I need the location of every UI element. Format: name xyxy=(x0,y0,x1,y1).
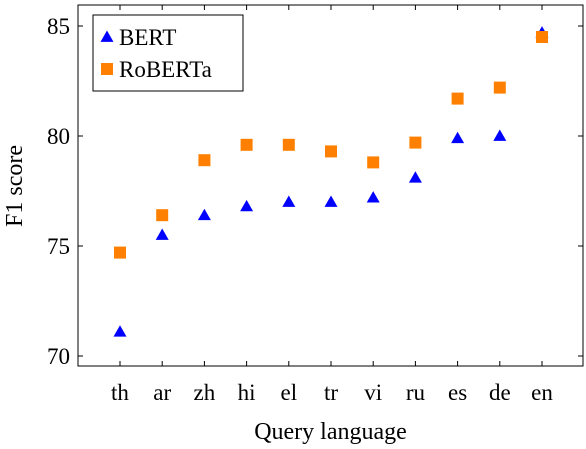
y-tick-label: 85 xyxy=(47,14,70,39)
legend-label-roberta: RoBERTa xyxy=(119,57,212,82)
y-ticks: 70 75 80 85 xyxy=(47,14,583,369)
x-tick-label: zh xyxy=(194,380,216,405)
y-axis-label: F1 score xyxy=(2,145,28,227)
roberta-point-hi xyxy=(240,138,253,151)
x-tick-label: ru xyxy=(406,380,426,405)
bert-point-hi xyxy=(240,199,254,212)
roberta-point-de xyxy=(493,81,506,94)
bert-point-ru xyxy=(408,171,422,183)
legend-marker-roberta xyxy=(101,63,113,75)
roberta-point-en xyxy=(536,31,548,43)
roberta-point-vi xyxy=(367,156,380,169)
data-marks xyxy=(113,26,549,337)
roberta-point-ru xyxy=(409,136,422,149)
bert-point-ar xyxy=(155,228,169,240)
x-tick-label: es xyxy=(448,380,467,405)
x-tick-label: ar xyxy=(153,380,171,405)
bert-point-el xyxy=(282,195,296,207)
roberta-point-th xyxy=(114,246,126,259)
y-tick-label: 75 xyxy=(47,234,70,259)
x-tick-label: el xyxy=(280,380,297,405)
y-tick-label: 80 xyxy=(47,124,70,149)
roberta-point-el xyxy=(282,138,295,151)
legend: BERT RoBERTa xyxy=(92,14,244,92)
roberta-point-es xyxy=(451,92,464,105)
legend-box xyxy=(92,14,244,92)
bert-point-th xyxy=(113,325,127,337)
bert-point-es xyxy=(451,131,465,144)
bert-point-de xyxy=(493,129,507,141)
y-tick-label: 70 xyxy=(47,344,70,369)
legend-marker-bert xyxy=(100,30,114,42)
roberta-point-tr xyxy=(325,145,337,158)
x-tick-label: de xyxy=(489,380,511,405)
bert-point-zh xyxy=(197,208,211,221)
x-tick-label: tr xyxy=(324,380,338,405)
series-roberta xyxy=(114,31,548,259)
x-tick-label: en xyxy=(531,380,553,405)
roberta-point-zh xyxy=(198,154,211,167)
x-tick-label: vi xyxy=(364,380,382,405)
bert-point-vi xyxy=(366,191,380,203)
bert-point-tr xyxy=(324,195,338,207)
x-ticks: th ar zh hi el tr vi ru es de en xyxy=(111,5,553,405)
x-tick-label: th xyxy=(111,380,129,405)
x-axis-label: Query language xyxy=(254,419,407,444)
x-tick-label: hi xyxy=(238,380,256,405)
roberta-point-ar xyxy=(156,209,169,222)
legend-label-bert: BERT xyxy=(119,25,176,50)
series-bert xyxy=(113,26,549,337)
